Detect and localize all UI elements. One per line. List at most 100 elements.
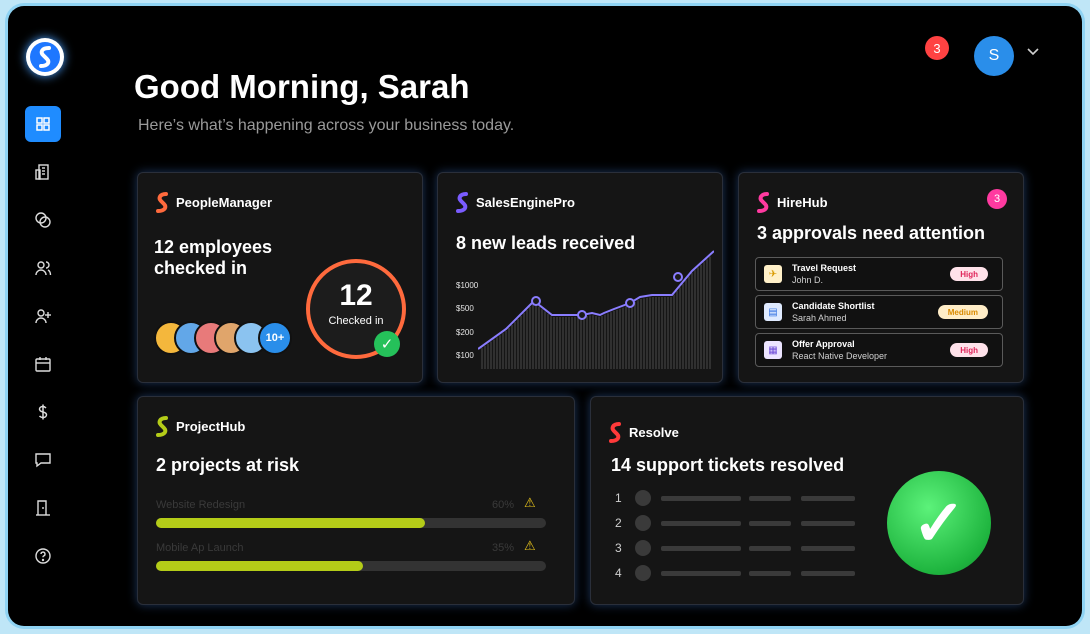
project-name: Mobile Ap Launch bbox=[156, 542, 244, 554]
notification-badge[interactable]: 3 bbox=[925, 36, 949, 60]
dollar-icon[interactable] bbox=[25, 394, 61, 430]
people-manager-brand: PeopleManager bbox=[154, 191, 272, 213]
approval-title: Candidate Shortlist bbox=[792, 301, 875, 311]
check-icon: ✓ bbox=[374, 331, 400, 357]
approval-subtitle: React Native Developer bbox=[792, 351, 888, 361]
hire-hub-card[interactable]: HireHub 3 3 approvals need attention ✈ T… bbox=[738, 172, 1024, 383]
help-icon[interactable] bbox=[25, 538, 61, 574]
approvals-badge[interactable]: 3 bbox=[987, 189, 1007, 209]
calendar-icon[interactable] bbox=[25, 346, 61, 382]
brand-name: ProjectHub bbox=[176, 418, 246, 434]
resolve-card[interactable]: Resolve 14 support tickets resolved 1 2 … bbox=[590, 396, 1024, 605]
ticket-dot bbox=[635, 565, 651, 581]
app-window: Good Morning, Sarah Here’s what’s happen… bbox=[8, 6, 1082, 626]
calendar-icon: ▦ bbox=[764, 341, 782, 359]
user-avatar[interactable]: S bbox=[974, 36, 1014, 76]
priority-badge: High bbox=[950, 267, 988, 281]
chevron-down-icon[interactable] bbox=[1026, 44, 1040, 60]
app-logo[interactable] bbox=[26, 38, 64, 76]
ticket-number: 4 bbox=[615, 566, 622, 580]
checked-in-label: Checked in bbox=[328, 315, 384, 327]
approval-subtitle: Sarah Ahmed bbox=[792, 313, 847, 323]
people-headline: 12 employees checked in bbox=[154, 237, 272, 279]
y-axis-label: $500 bbox=[456, 304, 474, 313]
chat-icon[interactable] bbox=[25, 442, 61, 478]
warning-icon: ⚠ bbox=[524, 495, 536, 510]
ticket-placeholder bbox=[661, 571, 741, 576]
hire-headline: 3 approvals need attention bbox=[757, 223, 986, 243]
project-hub-card[interactable]: ProjectHub 2 projects at risk Website Re… bbox=[137, 396, 575, 605]
sidebar bbox=[8, 6, 80, 626]
sales-engine-card[interactable]: SalesEnginePro 8 new leads received $100… bbox=[437, 172, 723, 383]
chart-point bbox=[673, 272, 683, 282]
ticket-dot bbox=[635, 490, 651, 506]
project-progress-fill bbox=[156, 561, 363, 571]
document-icon: ▤ bbox=[764, 303, 782, 321]
ticket-placeholder bbox=[749, 571, 791, 576]
priority-badge: High bbox=[950, 343, 988, 357]
user-plus-icon[interactable] bbox=[25, 298, 61, 334]
project-progress-bar bbox=[156, 518, 546, 528]
ticket-number: 2 bbox=[615, 516, 622, 530]
chart-point bbox=[531, 296, 541, 306]
resolve-brand: Resolve bbox=[607, 421, 679, 443]
users-icon[interactable] bbox=[25, 250, 61, 286]
y-axis-label: $100 bbox=[456, 351, 474, 360]
approval-row-travel[interactable]: ✈ Travel Request John D. High bbox=[755, 257, 1003, 291]
page-title: Good Morning, Sarah bbox=[134, 68, 470, 105]
approval-title: Travel Request bbox=[792, 263, 857, 273]
brand-name: PeopleManager bbox=[176, 194, 273, 210]
sales-engine-logo-icon bbox=[456, 192, 468, 213]
people-manager-card[interactable]: PeopleManager 12 employees checked in 10… bbox=[137, 172, 423, 383]
project-name: Website Redesign bbox=[156, 499, 246, 511]
priority-badge: Medium bbox=[937, 305, 988, 319]
plane-icon: ✈ bbox=[764, 265, 782, 283]
resolved-check-icon: ✓ bbox=[887, 471, 991, 575]
ticket-placeholder bbox=[749, 546, 791, 551]
ticket-placeholder bbox=[661, 521, 741, 526]
resolve-logo-icon bbox=[609, 422, 621, 443]
headline-line-1: 12 employees bbox=[154, 237, 273, 257]
project-hub-logo-icon bbox=[156, 416, 168, 437]
headline-line-2: checked in bbox=[154, 258, 248, 278]
ticket-placeholder bbox=[801, 546, 855, 551]
building-icon[interactable] bbox=[25, 154, 61, 190]
ticket-placeholder bbox=[661, 496, 741, 501]
project-progress-bar bbox=[156, 561, 546, 571]
project-percent: 35% bbox=[492, 542, 515, 554]
y-axis-label: $200 bbox=[456, 328, 474, 337]
chart-point bbox=[625, 298, 635, 308]
ticket-dot bbox=[635, 515, 651, 531]
ticket-placeholder bbox=[749, 496, 791, 501]
people-manager-logo-icon bbox=[156, 192, 168, 213]
ticket-dot bbox=[635, 540, 651, 556]
brand-name: Resolve bbox=[629, 424, 679, 440]
warning-icon: ⚠ bbox=[524, 538, 536, 553]
project-hub-brand: ProjectHub bbox=[154, 415, 245, 437]
projects-headline: 2 projects at risk bbox=[156, 455, 300, 475]
approval-row-offer[interactable]: ▦ Offer Approval React Native Developer … bbox=[755, 333, 1003, 367]
ticket-placeholder bbox=[801, 571, 855, 576]
approval-row-shortlist[interactable]: ▤ Candidate Shortlist Sarah Ahmed Medium bbox=[755, 295, 1003, 329]
hire-hub-brand: HireHub bbox=[755, 191, 828, 213]
project-progress-fill bbox=[156, 518, 426, 528]
ticket-placeholder bbox=[801, 521, 855, 526]
resolve-headline: 14 support tickets resolved bbox=[611, 455, 845, 475]
sales-engine-brand: SalesEnginePro bbox=[454, 191, 575, 213]
logo-mark bbox=[30, 42, 60, 72]
ticket-number: 3 bbox=[615, 541, 622, 555]
door-exit-icon[interactable] bbox=[25, 490, 61, 526]
ticket-placeholder bbox=[801, 496, 855, 501]
coins-icon[interactable] bbox=[25, 202, 61, 238]
leads-chart bbox=[478, 250, 714, 369]
more-employees-badge[interactable]: 10+ bbox=[258, 321, 292, 355]
ticket-placeholder bbox=[661, 546, 741, 551]
approval-title: Offer Approval bbox=[792, 339, 855, 349]
brand-name: HireHub bbox=[777, 194, 828, 210]
hire-hub-logo-icon bbox=[757, 192, 769, 213]
dashboard-icon[interactable] bbox=[25, 106, 61, 142]
sales-headline: 8 new leads received bbox=[456, 233, 636, 253]
checked-in-count: 12 bbox=[339, 279, 373, 312]
page-subtitle: Here’s what’s happening across your busi… bbox=[138, 117, 515, 134]
approval-subtitle: John D. bbox=[792, 275, 824, 285]
